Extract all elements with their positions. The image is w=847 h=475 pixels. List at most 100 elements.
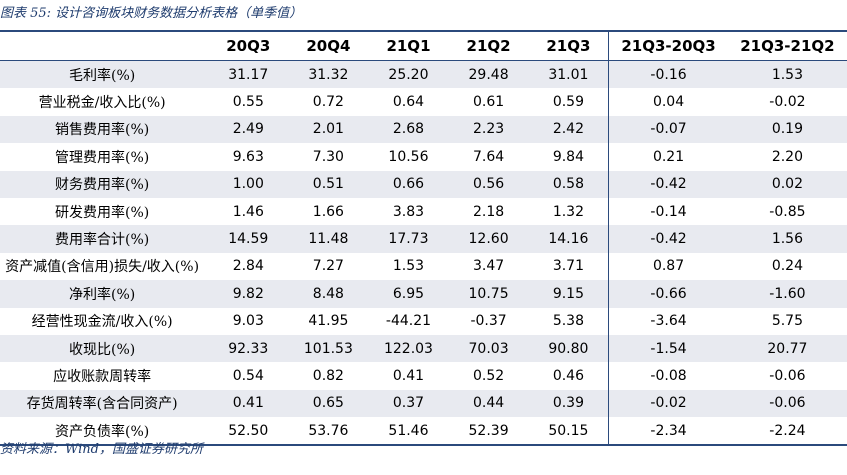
table-cell: 53.76 [288,417,369,447]
row-label: 应收账款周转率 [0,362,209,390]
table-cell: 51.46 [368,417,449,447]
table-cell: 14.59 [208,225,289,253]
table-cell: 2.23 [448,115,529,144]
table-cell: 9.84 [528,143,609,171]
table-cell: 6.95 [368,280,449,308]
table-cell: 7.27 [288,252,369,281]
table-cell: 7.64 [448,143,529,171]
table-cell: -1.54 [608,334,728,363]
table-cell: 90.80 [528,334,609,363]
table-row: 资产减值(含信用)损失/收入(%) 2.84 7.27 1.53 3.47 3.71 0.8… [0,252,847,281]
table-cell: -0.08 [608,362,728,390]
row-label: 净利率(%) [0,280,209,308]
header-row: 20Q3 20Q4 21Q1 21Q2 21Q3 21Q3-20Q3 21Q3-21Q2 [0,30,847,61]
figure-caption: 图表 55: 设计咨询板块财务数据分析表格（单季值） [0,6,303,21]
table-cell: 2.84 [208,252,289,281]
table-cell: 10.56 [368,143,449,171]
column-header: 21Q2 [448,30,529,61]
table-cell: 0.24 [727,252,847,281]
table-cell: 2.20 [727,143,847,171]
table-cell: 52.50 [208,417,289,447]
table-row: 销售费用率(%) 2.49 2.01 2.68 2.23 2.42 -0.07 0.19 [0,115,847,144]
table-row: 资产负债率(%) 52.50 53.76 51.46 52.39 50.15 -2.34 -2… [0,417,847,447]
table-cell: 92.33 [208,334,289,363]
table-cell: 122.03 [368,334,449,363]
table-cell: 0.64 [368,88,449,116]
table-row: 管理费用率(%) 9.63 7.30 10.56 7.64 9.84 0.21 2.20 [0,143,847,171]
table-cell: 11.48 [288,225,369,253]
table-row: 应收账款周转率 0.54 0.82 0.41 0.52 0.46 -0.08 -0.06 [0,362,847,390]
table-cell: 25.20 [368,60,449,89]
column-header: 20Q3 [208,30,289,61]
table-cell: 9.15 [528,280,609,308]
table-row: 收现比(%) 92.33 101.53 122.03 70.03 90.80 -1.54 20… [0,334,847,363]
table-row: 净利率(%) 9.82 8.48 6.95 10.75 9.15 -0.66 -1.60 [0,280,847,308]
table-cell: 12.60 [448,225,529,253]
row-label: 管理费用率(%) [0,143,209,171]
table-cell: -0.02 [608,389,728,418]
header-corner [0,30,209,61]
table-row: 财务费用率(%) 1.00 0.51 0.66 0.56 0.58 -0.42 0.02 [0,170,847,198]
table-cell: 0.41 [368,362,449,390]
table-cell: -0.16 [608,60,728,89]
table-cell: 7.30 [288,143,369,171]
table-row: 营业税金/收入比(%) 0.55 0.72 0.64 0.61 0.59 0.04 -0.02 [0,88,847,116]
table-cell: 2.68 [368,115,449,144]
table-cell: -1.60 [727,280,847,308]
table-cell: -0.85 [727,197,847,226]
source-note: 资料来源：Wind，国盛证券研究所 [0,442,203,457]
row-label: 营业税金/收入比(%) [0,88,209,116]
table-cell: 8.48 [288,280,369,308]
table-cell: 31.32 [288,60,369,89]
table-cell: 2.49 [208,115,289,144]
table-cell: 0.58 [528,170,609,198]
table-cell: -0.06 [727,362,847,390]
table-cell: 29.48 [448,60,529,89]
table-row: 毛利率(%) 31.17 31.32 25.20 29.48 31.01 -0.16 1.53 [0,60,847,89]
column-header: 21Q1 [368,30,449,61]
table-cell: -2.34 [608,417,728,447]
table-cell: 0.44 [448,389,529,418]
table-cell: 1.53 [368,252,449,281]
table-cell: 0.46 [528,362,609,390]
table-cell: 0.56 [448,170,529,198]
table-cell: -0.06 [727,389,847,418]
table-cell: -0.14 [608,197,728,226]
column-header: 21Q3 [528,30,609,61]
table-cell: 3.71 [528,252,609,281]
table-cell: 50.15 [528,417,609,447]
table-cell: 14.16 [528,225,609,253]
table-cell: -3.64 [608,307,728,335]
table-cell: 5.38 [528,307,609,335]
table-cell: 2.01 [288,115,369,144]
table-cell: 0.04 [608,88,728,116]
row-label: 研发费用率(%) [0,197,209,226]
table-cell: -2.24 [727,417,847,447]
table-cell: 0.51 [288,170,369,198]
table-cell: 20.77 [727,334,847,363]
table-cell: 70.03 [448,334,529,363]
column-header: 20Q4 [288,30,369,61]
table-cell: 41.95 [288,307,369,335]
table-cell: 9.82 [208,280,289,308]
table-row: 存货周转率(含合同资产) 0.41 0.65 0.37 0.44 0.39 -0.02 -0.… [0,389,847,418]
table-cell: 0.82 [288,362,369,390]
table-cell: 1.66 [288,197,369,226]
table-cell: -0.42 [608,170,728,198]
table-cell: -0.42 [608,225,728,253]
table-body: 毛利率(%) 31.17 31.32 25.20 29.48 31.01 -0.16 1.53… [0,60,847,447]
table-cell: 9.63 [208,143,289,171]
row-label: 经营性现金流/收入(%) [0,307,209,335]
table-cell: 1.46 [208,197,289,226]
table-cell: 0.66 [368,170,449,198]
table-row: 研发费用率(%) 1.46 1.66 3.83 2.18 1.32 -0.14 -0.85 [0,197,847,226]
row-label: 存货周转率(含合同资产) [0,389,209,418]
table-cell: 0.19 [727,115,847,144]
table-cell: 3.47 [448,252,529,281]
table-cell: 0.37 [368,389,449,418]
table-cell: 2.42 [528,115,609,144]
table-cell: -0.02 [727,88,847,116]
table-row: 经营性现金流/收入(%) 9.03 41.95 -44.21 -0.37 5.38 -3.6… [0,307,847,335]
table-cell: -0.37 [448,307,529,335]
table-cell: 1.00 [208,170,289,198]
